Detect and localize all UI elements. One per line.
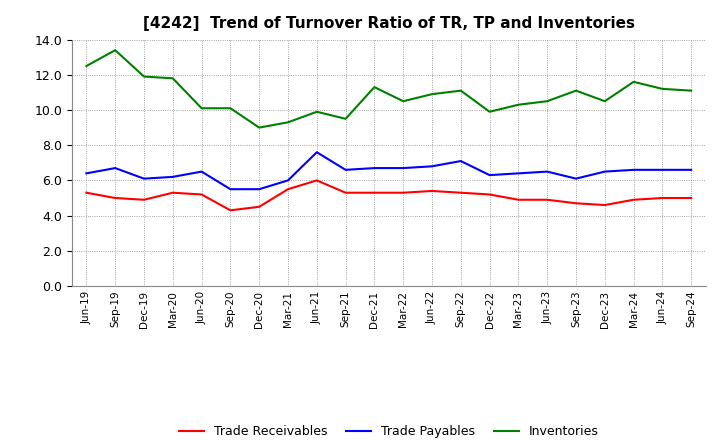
Inventories <box>572 88 580 93</box>
Inventories <box>399 99 408 104</box>
Trade Payables <box>399 165 408 171</box>
Trade Receivables <box>111 195 120 201</box>
Line: Trade Receivables: Trade Receivables <box>86 180 691 210</box>
Inventories <box>629 79 638 84</box>
Line: Inventories: Inventories <box>86 50 691 128</box>
Inventories <box>197 106 206 111</box>
Inventories <box>485 109 494 114</box>
Trade Payables <box>226 187 235 192</box>
Inventories <box>543 99 552 104</box>
Inventories <box>226 106 235 111</box>
Trade Payables <box>600 169 609 174</box>
Trade Payables <box>341 167 350 172</box>
Inventories <box>370 84 379 90</box>
Trade Receivables <box>341 190 350 195</box>
Trade Receivables <box>485 192 494 197</box>
Inventories <box>255 125 264 130</box>
Trade Payables <box>543 169 552 174</box>
Trade Receivables <box>82 190 91 195</box>
Title: [4242]  Trend of Turnover Ratio of TR, TP and Inventories: [4242] Trend of Turnover Ratio of TR, TP… <box>143 16 635 32</box>
Inventories <box>284 120 292 125</box>
Inventories <box>658 86 667 92</box>
Trade Payables <box>197 169 206 174</box>
Trade Receivables <box>514 197 523 202</box>
Trade Receivables <box>255 204 264 209</box>
Inventories <box>341 116 350 121</box>
Trade Payables <box>572 176 580 181</box>
Trade Receivables <box>543 197 552 202</box>
Inventories <box>82 63 91 69</box>
Trade Receivables <box>168 190 177 195</box>
Inventories <box>140 74 148 79</box>
Trade Receivables <box>226 208 235 213</box>
Inventories <box>312 109 321 114</box>
Trade Receivables <box>687 195 696 201</box>
Trade Payables <box>658 167 667 172</box>
Inventories <box>514 102 523 107</box>
Trade Payables <box>370 165 379 171</box>
Trade Payables <box>687 167 696 172</box>
Inventories <box>428 92 436 97</box>
Trade Receivables <box>600 202 609 208</box>
Trade Receivables <box>284 187 292 192</box>
Trade Receivables <box>140 197 148 202</box>
Trade Receivables <box>456 190 465 195</box>
Trade Payables <box>140 176 148 181</box>
Trade Payables <box>111 165 120 171</box>
Legend: Trade Receivables, Trade Payables, Inventories: Trade Receivables, Trade Payables, Inven… <box>174 420 604 440</box>
Trade Receivables <box>197 192 206 197</box>
Line: Trade Payables: Trade Payables <box>86 152 691 189</box>
Trade Payables <box>485 172 494 178</box>
Trade Payables <box>312 150 321 155</box>
Trade Payables <box>629 167 638 172</box>
Trade Payables <box>255 187 264 192</box>
Trade Receivables <box>572 201 580 206</box>
Trade Payables <box>428 164 436 169</box>
Trade Receivables <box>312 178 321 183</box>
Trade Receivables <box>399 190 408 195</box>
Trade Payables <box>514 171 523 176</box>
Trade Receivables <box>370 190 379 195</box>
Inventories <box>600 99 609 104</box>
Trade Payables <box>168 174 177 180</box>
Trade Receivables <box>658 195 667 201</box>
Trade Receivables <box>629 197 638 202</box>
Inventories <box>687 88 696 93</box>
Inventories <box>456 88 465 93</box>
Trade Receivables <box>428 188 436 194</box>
Inventories <box>111 48 120 53</box>
Trade Payables <box>456 158 465 164</box>
Trade Payables <box>284 178 292 183</box>
Inventories <box>168 76 177 81</box>
Trade Payables <box>82 171 91 176</box>
